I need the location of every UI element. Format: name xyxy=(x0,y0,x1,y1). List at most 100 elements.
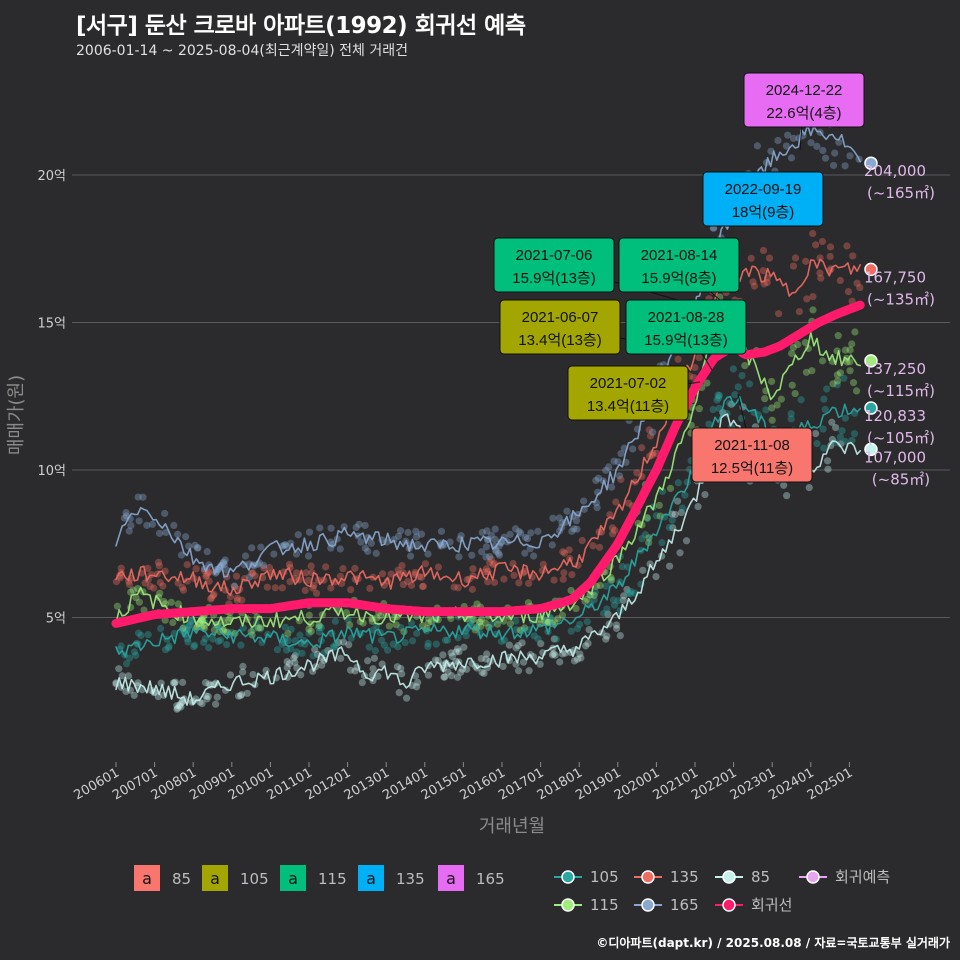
scatter-point xyxy=(570,657,579,665)
scatter-point xyxy=(357,538,365,546)
scatter-point xyxy=(213,693,221,701)
scatter-point xyxy=(164,644,173,652)
scatter-point xyxy=(352,523,360,532)
scatter-point xyxy=(686,465,694,473)
scatter-point xyxy=(297,671,305,679)
scatter-point xyxy=(499,662,507,671)
scatter-point xyxy=(287,625,295,633)
scatter-point xyxy=(284,630,292,638)
scatter-point xyxy=(681,491,689,499)
annotation-box xyxy=(567,365,689,421)
scatter-point xyxy=(794,340,802,349)
scatter-point xyxy=(394,643,402,651)
scatter-point xyxy=(370,654,378,662)
scatter-point xyxy=(768,416,776,424)
scatter-point xyxy=(179,678,187,686)
scatter-point xyxy=(346,666,355,674)
annotation-date: 2021-06-07 xyxy=(522,309,599,326)
annotation-price: 13.4억(13층) xyxy=(518,332,601,349)
scatter-point xyxy=(424,639,432,647)
scatter-point xyxy=(495,551,503,559)
legend-marker xyxy=(722,870,736,884)
scatter-point xyxy=(563,507,571,515)
scatter-point xyxy=(850,430,859,438)
scatter-point xyxy=(347,586,355,594)
annotation-box xyxy=(702,171,824,227)
scatter-point xyxy=(848,340,856,348)
scatter-point xyxy=(826,243,835,251)
scatter-point xyxy=(175,702,183,710)
scatter-point xyxy=(802,257,810,265)
scatter-point xyxy=(330,643,338,652)
scatter-point xyxy=(285,659,294,668)
scatter-point xyxy=(655,501,663,509)
scatter-point xyxy=(314,623,323,632)
scatter-point xyxy=(294,531,302,539)
scatter-point xyxy=(527,529,535,537)
scatter-point xyxy=(701,490,709,499)
scatter-point xyxy=(406,552,415,560)
scatter-point xyxy=(731,391,739,399)
scatter-point xyxy=(843,358,851,366)
scatter-point xyxy=(414,678,422,686)
legend-label: 85 xyxy=(751,868,770,886)
scatter-point xyxy=(407,581,416,589)
annotation-price: 13.4억(11층) xyxy=(587,398,669,415)
scatter-point xyxy=(768,404,776,412)
scatter-point xyxy=(140,606,148,614)
scatter-point xyxy=(658,538,666,547)
scatter-point xyxy=(454,584,462,592)
scatter-point xyxy=(395,689,403,697)
scatter-point xyxy=(476,618,484,626)
scatter-point xyxy=(249,569,257,577)
scatter-point xyxy=(838,427,846,435)
scatter-point xyxy=(837,440,845,448)
scatter-point xyxy=(821,154,830,162)
scatter-point xyxy=(291,652,299,660)
scatter-point xyxy=(418,582,427,591)
scatter-point xyxy=(643,515,651,523)
scatter-point xyxy=(419,582,428,590)
scatter-point xyxy=(773,401,781,409)
scatter-point xyxy=(813,440,821,448)
legend-label: 165 xyxy=(476,870,505,888)
scatter-point xyxy=(205,644,213,652)
scatter-point xyxy=(302,569,310,577)
scatter-point xyxy=(283,658,291,666)
scatter-point xyxy=(356,617,364,626)
scatter-point xyxy=(595,543,604,551)
chart-title: [서구] 둔산 크로바 아파트(1992) 회귀선 예측 xyxy=(76,13,526,39)
scatter-point xyxy=(482,553,490,561)
scatter-point xyxy=(385,622,393,630)
scatter-point xyxy=(530,632,538,640)
scatter-point xyxy=(237,641,245,649)
scatter-point xyxy=(184,638,192,646)
legend-marker xyxy=(806,870,820,884)
scatter-point xyxy=(787,154,796,162)
scatter-point xyxy=(214,637,223,645)
scatter-point xyxy=(565,546,573,554)
scatter-point xyxy=(641,531,649,539)
scatter-point xyxy=(307,562,315,570)
scatter-point xyxy=(155,562,163,570)
scatter-point xyxy=(777,395,785,403)
scatter-point xyxy=(807,139,815,147)
scatter-point xyxy=(305,528,314,536)
scatter-point xyxy=(307,627,315,635)
scatter-point xyxy=(355,520,363,528)
scatter-point xyxy=(745,380,754,388)
scatter-point xyxy=(248,569,256,577)
scatter-point xyxy=(624,589,632,598)
scatter-point xyxy=(649,428,657,436)
scatter-point xyxy=(148,520,157,528)
scatter-point xyxy=(665,523,673,532)
scatter-point xyxy=(434,563,443,571)
scatter-point xyxy=(556,658,564,666)
end-area-label: (~135㎡) xyxy=(867,290,935,308)
scatter-point xyxy=(694,502,702,511)
scatter-point xyxy=(514,641,522,650)
legend-swatch xyxy=(358,865,384,891)
scatter-point xyxy=(383,646,392,654)
scatter-point xyxy=(705,420,713,428)
legend-marker xyxy=(561,870,575,884)
